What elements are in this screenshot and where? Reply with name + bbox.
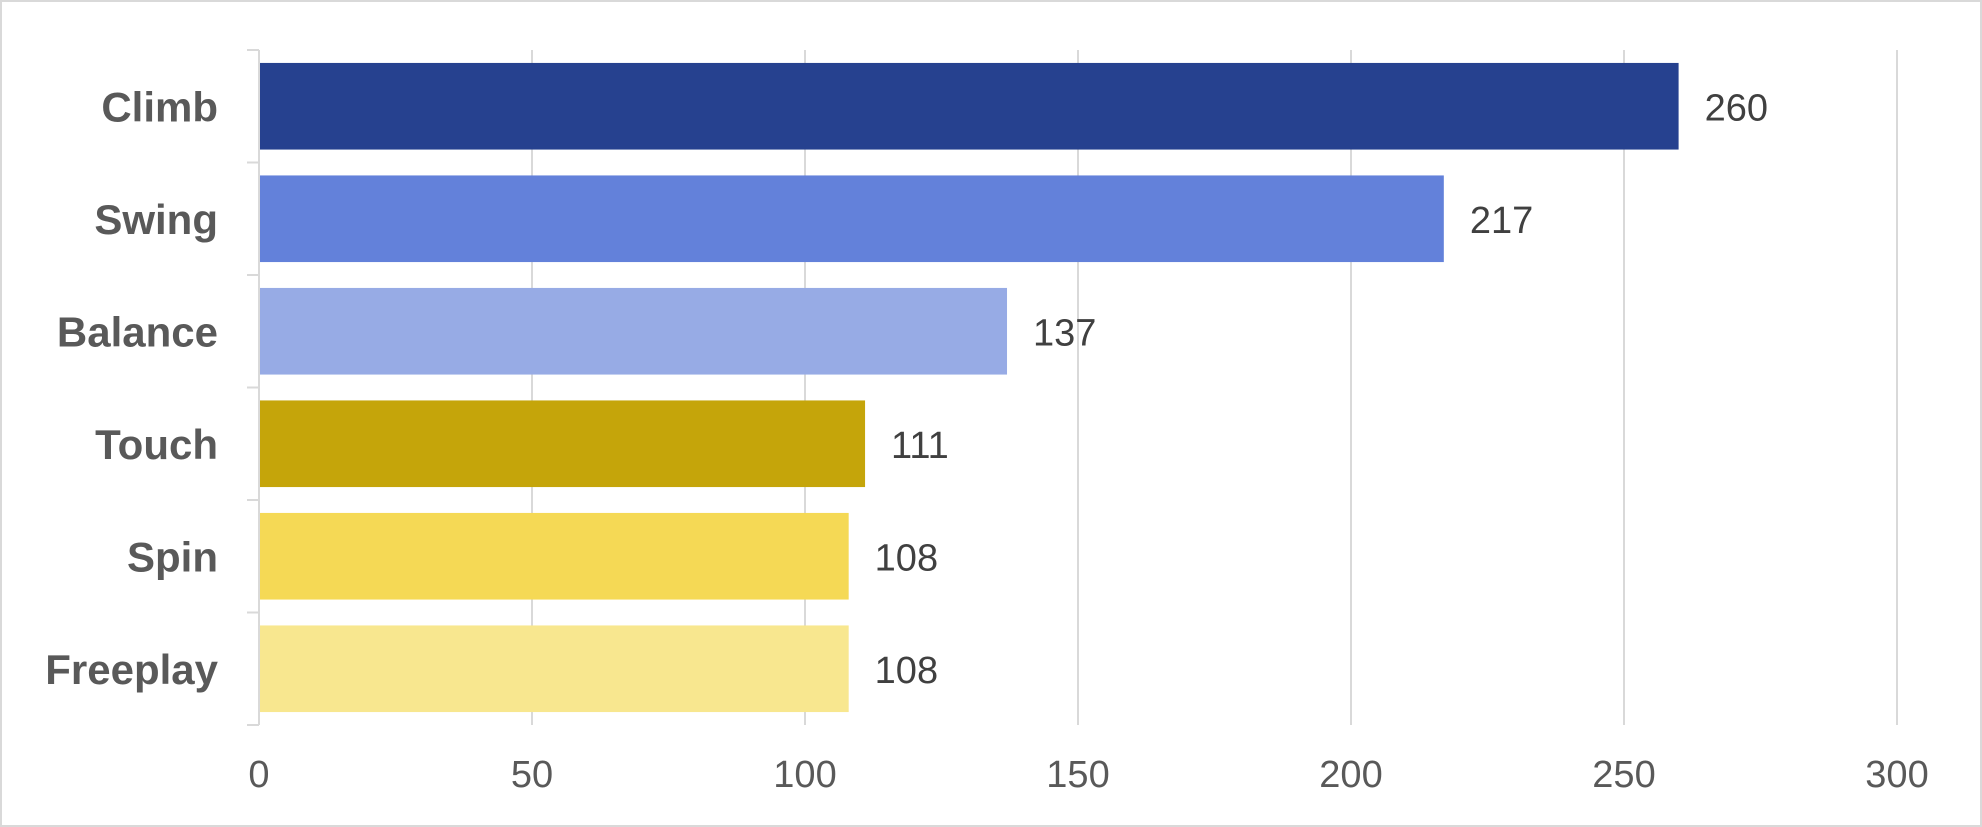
data-label: 137 [1033, 312, 1096, 354]
labels: 0 50 100 150 200 250 300 Climb 260 Swing 217 Balanc… [45, 83, 1928, 796]
data-label: 108 [875, 650, 938, 692]
x-tick-label: 0 [248, 754, 269, 796]
x-tick-label: 300 [1865, 754, 1928, 796]
bar-spin [260, 512, 849, 600]
bar-swing [260, 175, 1444, 263]
gridlines [531, 50, 1898, 725]
bar-balance [260, 287, 1008, 375]
axes [247, 49, 260, 726]
x-tick-label: 100 [773, 754, 836, 796]
bar-freeplay [260, 625, 849, 713]
x-tick-label: 50 [511, 754, 553, 796]
category-label: Climb [101, 83, 218, 130]
data-label: 260 [1705, 87, 1768, 129]
category-label: Spin [127, 533, 218, 580]
data-label: 111 [891, 425, 949, 467]
category-label: Balance [57, 308, 218, 355]
bar-touch [260, 400, 866, 488]
category-label: Swing [94, 196, 218, 243]
category-label: Touch [95, 421, 218, 468]
x-tick-label: 200 [1319, 754, 1382, 796]
category-label: Freeplay [45, 646, 218, 693]
bar-climb [260, 62, 1679, 150]
data-label: 217 [1470, 200, 1533, 242]
data-label: 108 [875, 537, 938, 579]
bars [260, 62, 1679, 713]
x-tick-label: 250 [1592, 754, 1655, 796]
x-tick-label: 150 [1046, 754, 1109, 796]
